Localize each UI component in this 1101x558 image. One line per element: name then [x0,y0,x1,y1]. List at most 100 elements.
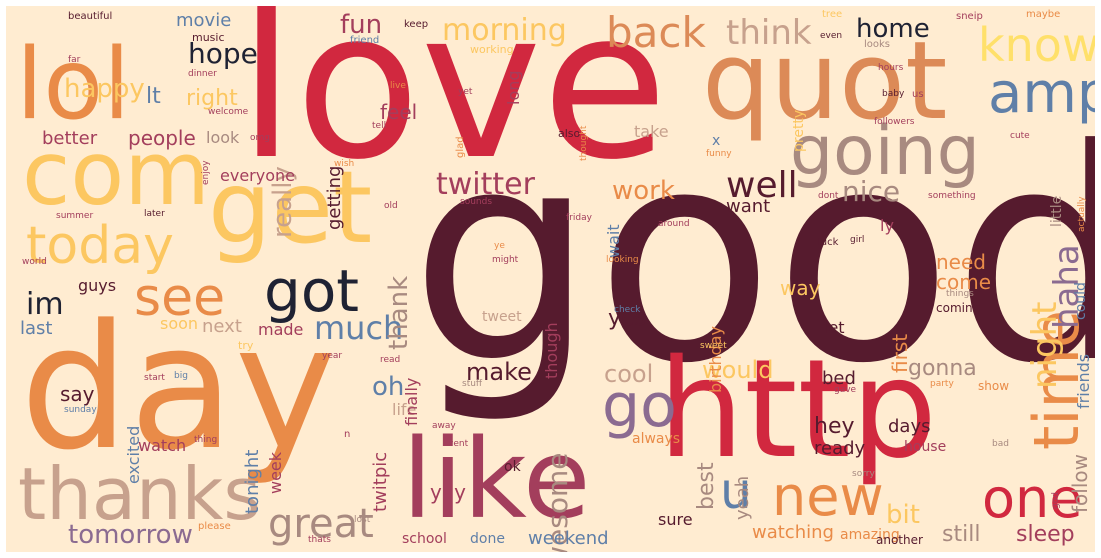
word-getting: getting [324,165,345,230]
word-ye: ye [494,241,505,251]
word-read: read [380,355,401,365]
word-followers: followers [874,117,915,127]
word-beautiful: beautiful [68,11,113,22]
word-think: think [726,13,812,53]
word-omg: omg [250,133,270,143]
word-gave: gave [834,385,857,395]
word-yes: yes [608,306,647,331]
word-working: working [470,43,514,56]
word-amp: amp [988,61,1095,126]
word-guys: guys [78,276,117,295]
word-going: going [790,112,980,191]
word-good: good [410,87,1095,427]
word-amazing: amazing [840,527,900,543]
word-also: also [558,127,581,140]
word-tell: tell [372,121,387,131]
word-away: away [432,421,456,431]
word-see: see [134,268,226,328]
word-tonight: tonight [242,449,263,514]
word-luck: luck [818,237,839,248]
word-school: school [402,531,447,547]
word-things: things [946,289,974,299]
word-last: last [20,318,53,339]
word-come: come [936,270,992,294]
word-dont: dont [818,191,839,201]
word-better: better [42,128,98,149]
word-ok: ok [504,459,521,475]
word-tree: tree [822,9,843,20]
word-welcome: welcome [208,107,249,117]
word-work: work [612,176,675,206]
word-twitpic: twitpic [370,451,391,512]
word-start: start [144,373,165,383]
word-thank: thank [384,275,414,350]
word-yet: yet [458,87,473,97]
word-try: try [238,339,254,352]
word-best: best [694,462,719,510]
word-stuff: stuff [462,379,483,389]
word-follow: follow [1068,454,1092,513]
word-sweet: sweet [700,341,727,351]
word-wish: wish [334,159,355,169]
word-sneip: sneip [956,11,983,22]
word-cute: cute [1010,131,1030,141]
word-world: world [22,257,47,267]
word-looks: looks [864,39,891,50]
word-though: though [542,322,561,379]
word-love: love [238,6,668,205]
word-back: back [606,8,706,57]
word-go: go [602,371,677,441]
word-happy: happy [64,74,145,104]
word-another: another [876,533,923,547]
word-something: something [928,191,976,201]
word-ly: ly [880,216,894,235]
word-u: u [720,462,752,520]
word-baby: baby [882,89,905,99]
word-let: let [824,318,845,337]
word-would: would [702,356,774,384]
word-sorry: sorry [852,469,875,479]
word-funny: funny [706,149,732,159]
word-old: old [384,201,398,211]
word-far: far [68,55,81,65]
word-finally: finally [402,377,421,426]
word-quot: quot [702,19,948,144]
word-tweet: tweet [482,309,522,325]
word-morning: morning [442,13,567,48]
word-big: big [174,371,188,381]
word-feel: feel [380,100,418,124]
word-fun: fun [340,10,383,40]
word-next: next [202,316,242,337]
word-keep: keep [404,19,429,30]
word-thats: thats [308,535,331,545]
word-long: long [504,70,523,105]
word-summer: summer [56,211,94,221]
word-birthday: birthday [706,325,725,393]
word-bit: bit [886,500,920,530]
word-life: life [392,400,417,419]
word-right: right [186,86,238,111]
word-way: way [780,276,821,300]
word-might: might [492,255,519,265]
word-n: n [344,429,351,440]
word-actually: actually [1077,196,1087,232]
word-yeah: yeah [732,475,753,520]
word-girl: girl [850,235,865,245]
word-great: great [268,501,374,547]
word-hours: hours [878,63,904,73]
word-hey: hey [814,414,855,439]
word-friend: friend [350,35,380,46]
word-soon: soon [160,314,199,333]
word-days: days [888,416,931,437]
word-know: know [978,18,1095,72]
word-us: us [912,89,924,100]
word-im: im [26,287,64,322]
word-later: later [144,209,165,219]
word-get: get [208,149,373,266]
word-much: much [314,309,404,347]
word-sleep: sleep [1016,522,1075,547]
word-bed: bed [822,368,856,389]
word-sure: sure [658,510,693,529]
word-take: take [634,122,669,141]
word-watch: watch [138,436,187,455]
